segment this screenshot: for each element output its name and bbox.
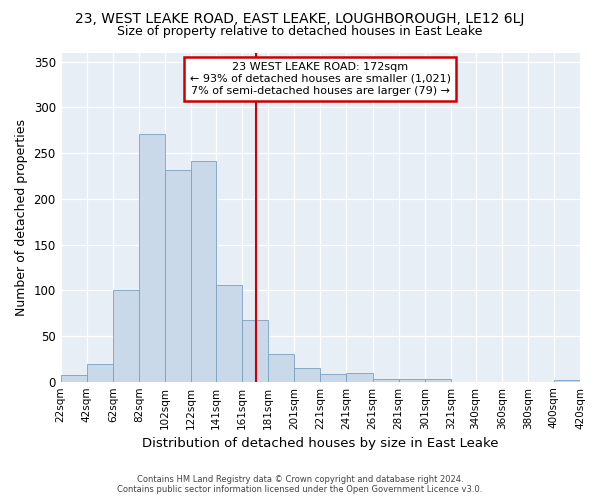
Bar bbox=[294, 368, 320, 382]
Bar bbox=[87, 364, 113, 382]
Bar bbox=[61, 376, 87, 382]
Bar bbox=[268, 354, 294, 382]
Bar bbox=[398, 379, 425, 382]
Text: 23 WEST LEAKE ROAD: 172sqm
← 93% of detached houses are smaller (1,021)
7% of se: 23 WEST LEAKE ROAD: 172sqm ← 93% of deta… bbox=[190, 62, 451, 96]
Bar bbox=[165, 170, 191, 382]
Bar bbox=[554, 380, 580, 382]
Bar bbox=[216, 285, 242, 382]
Bar bbox=[191, 162, 216, 382]
X-axis label: Distribution of detached houses by size in East Leake: Distribution of detached houses by size … bbox=[142, 437, 499, 450]
Bar bbox=[139, 134, 165, 382]
Bar bbox=[320, 374, 346, 382]
Bar bbox=[113, 290, 139, 382]
Bar bbox=[346, 372, 373, 382]
Bar bbox=[425, 379, 451, 382]
Y-axis label: Number of detached properties: Number of detached properties bbox=[15, 118, 28, 316]
Text: 23, WEST LEAKE ROAD, EAST LEAKE, LOUGHBOROUGH, LE12 6LJ: 23, WEST LEAKE ROAD, EAST LEAKE, LOUGHBO… bbox=[76, 12, 524, 26]
Text: Size of property relative to detached houses in East Leake: Size of property relative to detached ho… bbox=[118, 25, 482, 38]
Bar bbox=[373, 379, 398, 382]
Bar bbox=[242, 320, 268, 382]
Text: Contains HM Land Registry data © Crown copyright and database right 2024.
Contai: Contains HM Land Registry data © Crown c… bbox=[118, 474, 482, 494]
